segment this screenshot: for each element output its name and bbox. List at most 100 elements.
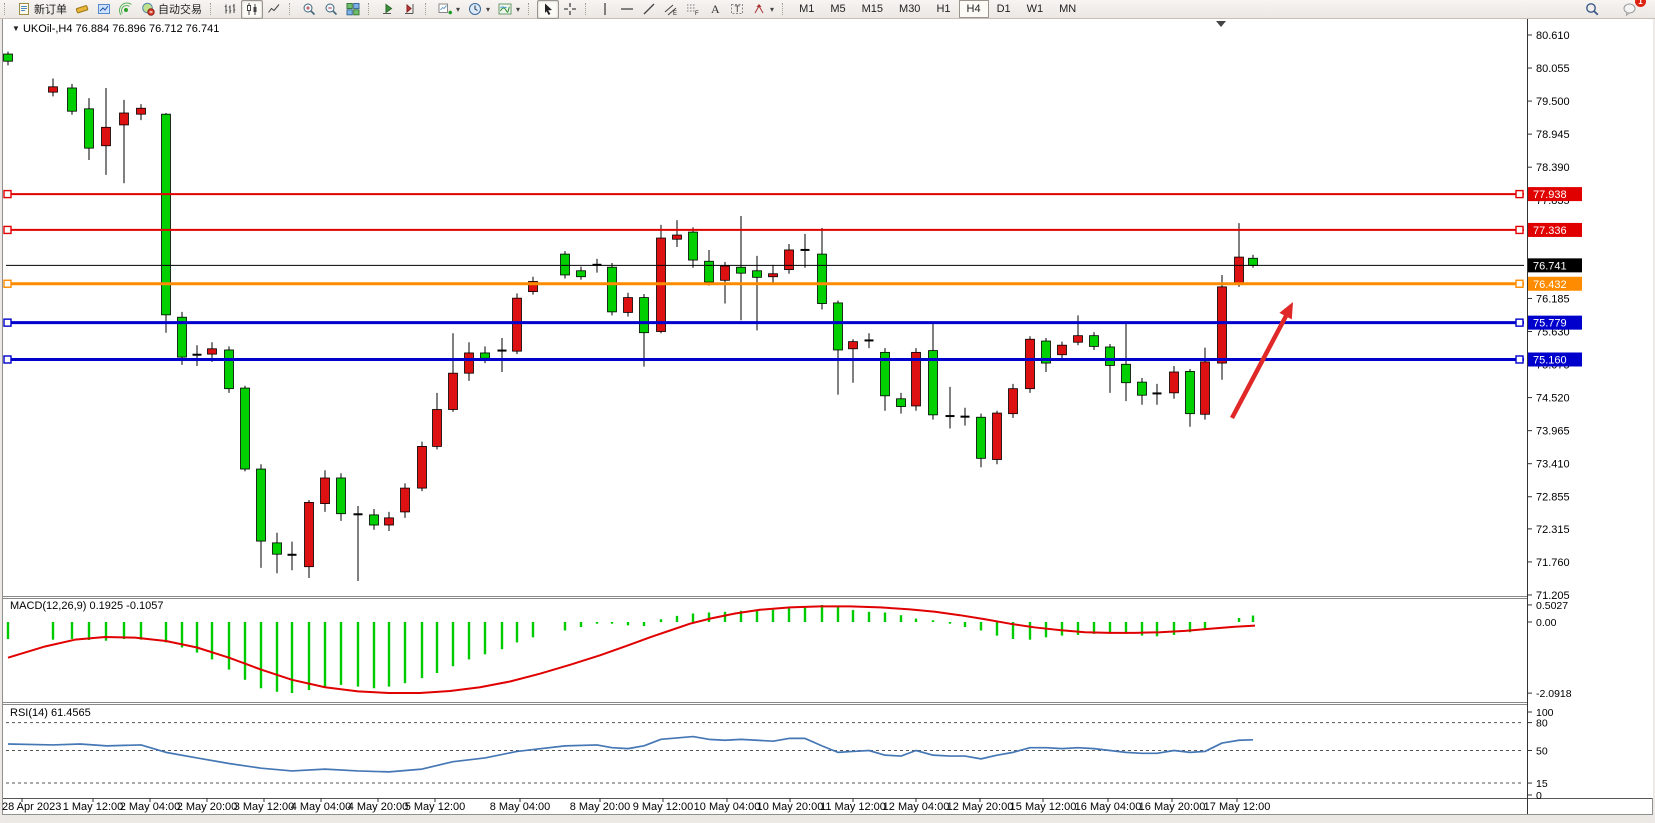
crosshair-button[interactable] [559, 0, 581, 19]
svg-text:71.760: 71.760 [1536, 557, 1570, 569]
timeframe-button-mn[interactable]: MN [1059, 3, 1077, 15]
svg-text:78.390: 78.390 [1536, 162, 1570, 174]
svg-text:2 May 04:00: 2 May 04:00 [120, 801, 181, 813]
timeframe-button-m1[interactable]: M1 [799, 3, 815, 15]
svg-text:9 May 12:00: 9 May 12:00 [633, 801, 694, 813]
svg-text:2 May 20:00: 2 May 20:00 [177, 801, 238, 813]
svg-text:72.315: 72.315 [1536, 524, 1570, 536]
periods-icon [468, 2, 482, 16]
svg-text:100: 100 [1536, 707, 1554, 719]
toolbar-separator [4, 3, 10, 15]
svg-text:80.055: 80.055 [1536, 63, 1570, 75]
svg-text:E: E [673, 11, 677, 16]
timeframe-button-h4[interactable]: H4 [958, 0, 989, 18]
fibonacci-icon: F [686, 2, 700, 16]
chart-shift-button[interactable] [399, 0, 421, 19]
svg-text:10 May 04:00: 10 May 04:00 [694, 801, 761, 813]
new-order-button-label: 新订单 [34, 4, 67, 16]
price-axis[interactable]: 80.61080.05579.50078.94578.39077.83576.1… [1527, 19, 1653, 798]
timeframe-button-m5[interactable]: M5 [830, 3, 846, 15]
svg-text:12 May 20:00: 12 May 20:00 [947, 801, 1014, 813]
svg-text:8 May 04:00: 8 May 04:00 [490, 801, 551, 813]
svg-text:3 May 12:00: 3 May 12:00 [234, 801, 295, 813]
quotes-button[interactable] [71, 0, 93, 19]
macd-panel[interactable]: 0.5027 0.00 -2.0918 [6, 600, 1572, 700]
toolbar-separator [368, 3, 374, 15]
horizontal-line-button[interactable] [616, 0, 638, 19]
line-chart-button[interactable] [263, 0, 285, 19]
timeframe-button-h1[interactable]: H1 [936, 3, 951, 15]
bottom-strip [3, 815, 1652, 822]
templates-button[interactable]: ▾ [494, 0, 524, 19]
auto-trading-button[interactable]: 自动交易 [137, 0, 206, 19]
toolbar: 新订单 自动交易 ▾ ▾ ▾ E F A T ▾ M1 M5 M15 M30 H1 H4 D1 W1 MN 1 [0, 0, 1655, 19]
candlestick-icon [245, 2, 259, 16]
zoom-out-button[interactable] [320, 0, 342, 19]
bar-chart-button[interactable] [219, 0, 241, 19]
svg-text:76.741: 76.741 [1533, 260, 1567, 272]
svg-text:79.500: 79.500 [1536, 96, 1570, 108]
new-order-button[interactable]: 新订单 [13, 0, 71, 19]
market-watch-button[interactable] [93, 0, 115, 19]
svg-text:80.610: 80.610 [1536, 30, 1570, 42]
new-chart-button[interactable]: ▾ [434, 0, 464, 19]
time-axis[interactable]: 28 Apr 2023 1 May 12:002 May 04:002 May 2… [2, 798, 1270, 813]
timeframe-button-w1[interactable]: W1 [1026, 3, 1044, 15]
auto-scroll-button[interactable] [377, 0, 399, 19]
svg-text:72.855: 72.855 [1536, 492, 1570, 504]
svg-text:4 May 04:00: 4 May 04:00 [291, 801, 352, 813]
chat-icon [1623, 2, 1637, 16]
templates-icon [498, 2, 512, 16]
svg-text:1 May 12:00: 1 May 12:00 [63, 801, 124, 813]
line-chart-icon [267, 2, 281, 16]
svg-text:-2.0918: -2.0918 [1536, 688, 1572, 700]
svg-text:5 May 12:00: 5 May 12:00 [405, 801, 466, 813]
timeframe-button-m30[interactable]: M30 [899, 3, 921, 15]
dropdown-caret-icon: ▾ [516, 4, 521, 14]
equidistant-channel-button[interactable]: E [660, 0, 682, 19]
text-button[interactable]: A [704, 0, 726, 19]
signals-button[interactable] [115, 0, 137, 19]
svg-text:0.00: 0.00 [1536, 617, 1557, 629]
vertical-line-button[interactable] [594, 0, 616, 19]
price-tag-75.779 [1528, 315, 1582, 330]
search-button[interactable] [1581, 0, 1603, 19]
annotation-arrow[interactable] [1230, 302, 1293, 420]
zoom-in-button[interactable] [298, 0, 320, 19]
trendline-icon [642, 2, 656, 16]
toolbar-separator [289, 3, 295, 15]
vline-icon [598, 2, 612, 16]
price-lines[interactable] [3, 189, 1524, 364]
notifications-button[interactable]: 1 [1619, 0, 1646, 19]
tile-windows-button[interactable] [342, 0, 364, 19]
svg-text:77.938: 77.938 [1533, 189, 1567, 201]
arrows-button[interactable]: ▾ [748, 0, 778, 19]
svg-text:A: A [711, 2, 720, 16]
price-tag-77.336 [1528, 222, 1582, 237]
trendline-button[interactable] [638, 0, 660, 19]
svg-text:T: T [735, 4, 741, 14]
svg-text:78.945: 78.945 [1536, 129, 1570, 141]
periods-button[interactable]: ▾ [464, 0, 494, 19]
text-label-button[interactable]: T [726, 0, 748, 19]
toolbar-separator [425, 3, 431, 15]
cursor-icon [541, 2, 555, 16]
svg-text:8 May 20:00: 8 May 20:00 [570, 801, 631, 813]
chart-shift-marker[interactable] [1216, 21, 1226, 27]
text-label-icon: T [730, 2, 744, 16]
timeframe-button-d1[interactable]: D1 [996, 3, 1011, 15]
timeframe-button-m15[interactable]: M15 [861, 3, 884, 15]
bar-chart-icon [223, 2, 237, 16]
fibonacci-button[interactable]: F [682, 0, 704, 19]
cursor-button[interactable] [537, 0, 560, 19]
candlestick-chart-button[interactable] [241, 0, 263, 19]
svg-text:80: 80 [1536, 718, 1548, 730]
svg-text:50: 50 [1536, 746, 1548, 758]
text-icon: A [708, 2, 722, 16]
toolbar-separator [585, 3, 591, 15]
notification-badge: 1 [1635, 0, 1646, 7]
svg-text:76.432: 76.432 [1533, 279, 1567, 291]
toolbar-separator [782, 3, 788, 15]
